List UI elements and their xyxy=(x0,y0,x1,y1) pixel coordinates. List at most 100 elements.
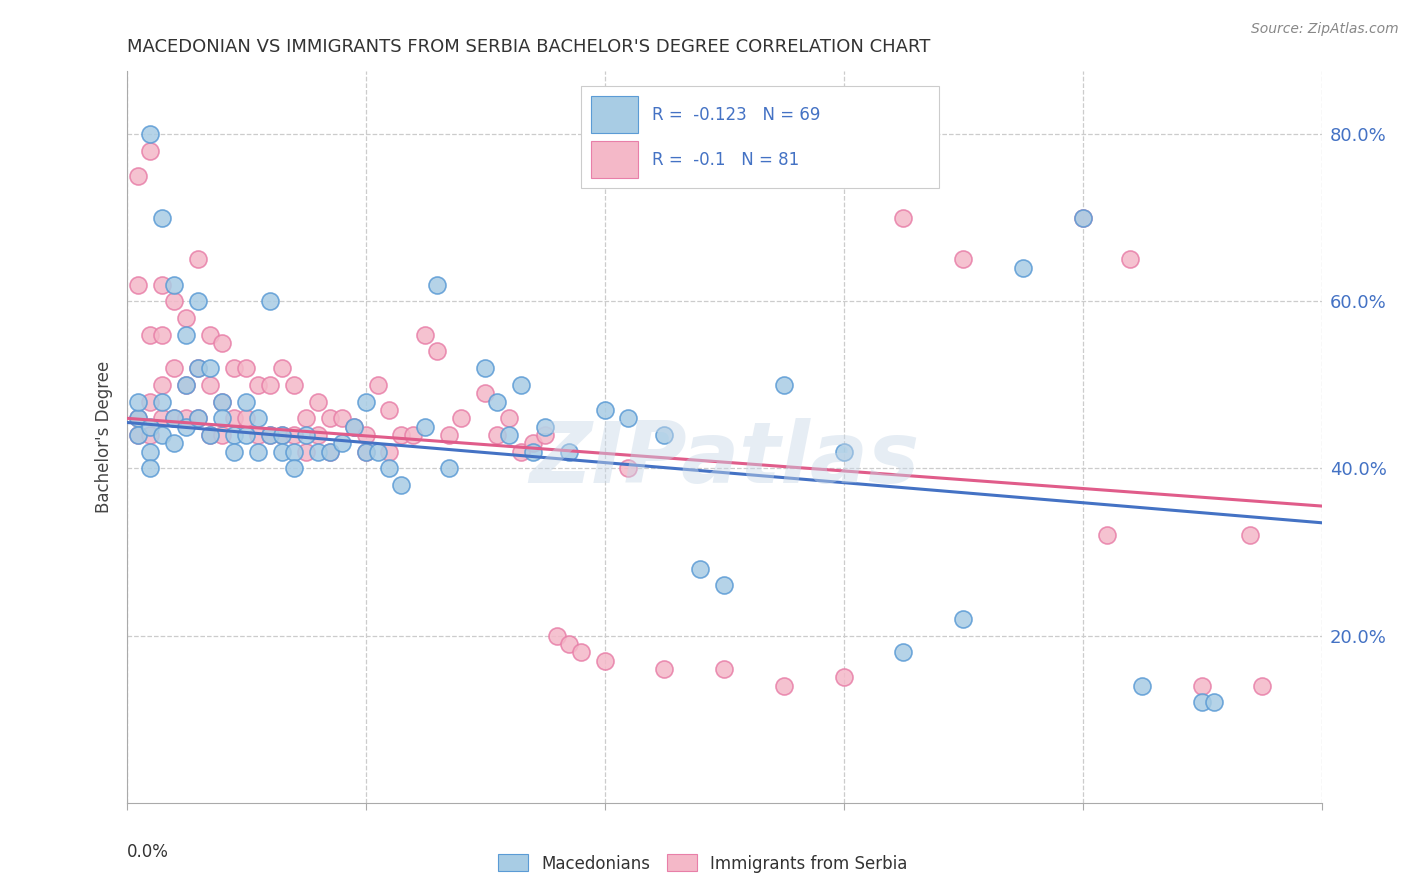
Point xyxy=(139,327,162,342)
Point xyxy=(378,403,401,417)
Point xyxy=(689,562,711,576)
Point xyxy=(952,612,974,626)
Point xyxy=(307,444,329,458)
Point xyxy=(893,211,915,225)
Point xyxy=(200,327,222,342)
Point xyxy=(509,444,531,458)
Point xyxy=(163,277,186,292)
Point xyxy=(200,361,222,376)
Point xyxy=(486,394,509,409)
Point xyxy=(474,361,496,376)
Text: 0.0%: 0.0% xyxy=(127,843,169,861)
Point xyxy=(1251,679,1274,693)
Point xyxy=(283,461,305,475)
Point xyxy=(174,419,197,434)
Point xyxy=(893,645,915,659)
Point xyxy=(127,428,149,442)
Point xyxy=(1239,528,1261,542)
Point xyxy=(773,377,796,392)
Point xyxy=(1119,252,1142,267)
Point xyxy=(163,361,186,376)
Text: ZIPatlas: ZIPatlas xyxy=(529,417,920,500)
Point xyxy=(593,654,616,668)
Point xyxy=(152,428,174,442)
Point xyxy=(1130,679,1153,693)
Point xyxy=(283,428,305,442)
Point xyxy=(439,428,461,442)
Point xyxy=(391,478,413,492)
Point xyxy=(152,277,174,292)
Point xyxy=(546,629,568,643)
Point xyxy=(200,377,222,392)
Point xyxy=(163,411,186,425)
Point xyxy=(1071,211,1094,225)
Point xyxy=(283,377,305,392)
Point xyxy=(222,361,246,376)
Point xyxy=(247,377,270,392)
Point xyxy=(211,394,233,409)
Point xyxy=(235,361,257,376)
Point xyxy=(318,444,342,458)
Point xyxy=(415,419,437,434)
Point xyxy=(270,444,294,458)
Text: MACEDONIAN VS IMMIGRANTS FROM SERBIA BACHELOR'S DEGREE CORRELATION CHART: MACEDONIAN VS IMMIGRANTS FROM SERBIA BAC… xyxy=(127,38,929,56)
Point xyxy=(415,327,437,342)
Point xyxy=(163,294,186,309)
Point xyxy=(832,444,855,458)
Point xyxy=(534,419,557,434)
Point xyxy=(652,428,675,442)
Point xyxy=(713,578,735,592)
Point xyxy=(270,361,294,376)
Point xyxy=(127,428,149,442)
Point xyxy=(402,428,425,442)
Point xyxy=(152,411,174,425)
Point xyxy=(617,461,640,475)
Point xyxy=(187,361,209,376)
Point xyxy=(354,428,377,442)
Point xyxy=(259,428,281,442)
Point xyxy=(307,428,329,442)
Point xyxy=(1191,679,1213,693)
Point xyxy=(139,444,162,458)
Point xyxy=(832,670,855,684)
Point xyxy=(652,662,675,676)
Point xyxy=(152,394,174,409)
Point xyxy=(498,428,520,442)
Point xyxy=(354,444,377,458)
Point xyxy=(259,428,281,442)
Point xyxy=(354,394,377,409)
Point xyxy=(259,294,281,309)
Point xyxy=(294,444,316,458)
Point xyxy=(174,377,197,392)
Point xyxy=(522,436,544,450)
Point xyxy=(152,327,174,342)
Point xyxy=(318,444,342,458)
Point xyxy=(200,428,222,442)
Point xyxy=(773,679,796,693)
Point xyxy=(259,377,281,392)
Point xyxy=(1011,260,1033,275)
Point xyxy=(152,211,174,225)
Point xyxy=(127,394,149,409)
Point xyxy=(200,428,222,442)
Point xyxy=(474,386,496,401)
Point xyxy=(354,444,377,458)
Point xyxy=(343,419,366,434)
Point xyxy=(509,377,531,392)
Point xyxy=(557,444,581,458)
Point xyxy=(318,411,342,425)
Point xyxy=(247,444,270,458)
Point xyxy=(222,428,246,442)
Y-axis label: Bachelor's Degree: Bachelor's Degree xyxy=(94,361,112,513)
Point xyxy=(127,277,149,292)
Point xyxy=(1191,696,1213,710)
Point xyxy=(307,394,329,409)
Point xyxy=(139,394,162,409)
Point xyxy=(378,461,401,475)
Point xyxy=(534,428,557,442)
Point xyxy=(569,645,592,659)
Point xyxy=(450,411,472,425)
Point xyxy=(343,419,366,434)
Point xyxy=(247,411,270,425)
Point xyxy=(366,444,388,458)
